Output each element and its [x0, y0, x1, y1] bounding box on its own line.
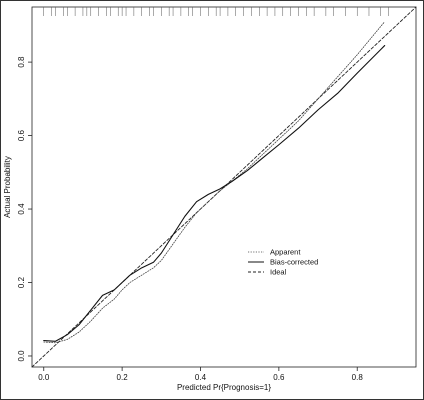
x-tick-label: 0.0: [38, 373, 50, 382]
series-line-bias-corrected: [43, 45, 386, 342]
series-lines-group: [43, 21, 386, 344]
legend: Apparent Bias-corrected Ideal: [248, 248, 318, 277]
x-axis: 0.0 0.2 0.4 0.6 0.8: [38, 367, 363, 382]
rug-ticks: [43, 7, 389, 16]
plot-area: [31, 6, 417, 368]
x-tick-label: 0.2: [117, 373, 129, 382]
x-tick-label: 0.8: [352, 373, 364, 382]
legend-label-bias-corrected: Bias-corrected: [270, 258, 318, 267]
y-tick-label: 0.0: [17, 350, 26, 362]
y-tick-label: 0.8: [17, 56, 26, 68]
x-tick-label: 0.6: [273, 373, 285, 382]
y-tick-label: 0.2: [17, 276, 26, 288]
y-tick-label: 0.6: [17, 129, 26, 141]
y-axis: 0.0 0.2 0.4 0.6 0.8: [17, 56, 32, 362]
y-tick-label: 0.4: [17, 203, 26, 215]
y-axis-title: Actual Probability: [3, 156, 12, 218]
legend-label-ideal: Ideal: [270, 268, 287, 277]
x-axis-title: Predicted Pr{Prognosis=1}: [177, 383, 271, 392]
legend-label-apparent: Apparent: [270, 248, 301, 257]
x-tick-label: 0.4: [195, 373, 207, 382]
series-line-apparent: [43, 21, 386, 344]
